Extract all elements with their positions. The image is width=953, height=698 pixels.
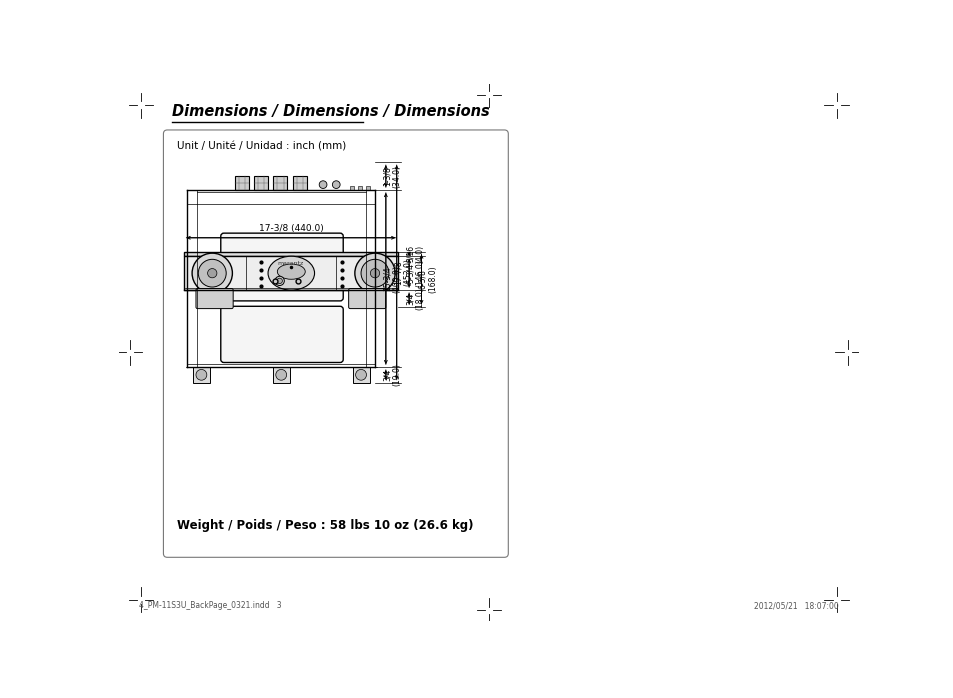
FancyBboxPatch shape [163, 130, 508, 557]
Bar [293, 176, 307, 190]
Text: 15-3/4
(400.0): 15-3/4 (400.0) [382, 265, 401, 292]
Circle shape [192, 253, 233, 293]
Bar [234, 176, 249, 190]
FancyBboxPatch shape [195, 288, 233, 309]
Text: Dimensions / Dimensions / Dimensions: Dimensions / Dimensions / Dimensions [172, 104, 489, 119]
Bar [273, 367, 290, 383]
Ellipse shape [277, 264, 305, 279]
Bar [183, 256, 397, 290]
FancyBboxPatch shape [220, 233, 343, 301]
Bar [365, 186, 369, 190]
Circle shape [319, 181, 327, 188]
Circle shape [274, 276, 284, 285]
Circle shape [355, 253, 395, 293]
FancyBboxPatch shape [220, 306, 343, 362]
Circle shape [198, 260, 226, 287]
Circle shape [332, 181, 340, 188]
FancyBboxPatch shape [348, 288, 385, 309]
Circle shape [370, 269, 379, 278]
Text: 1-3/8
(34.0): 1-3/8 (34.0) [382, 165, 401, 188]
Text: Weight / Poids / Peso : 58 lbs 10 oz (26.6 kg): Weight / Poids / Peso : 58 lbs 10 oz (26… [176, 519, 473, 532]
Bar [193, 367, 210, 383]
Circle shape [355, 369, 366, 380]
Bar [183, 251, 397, 256]
Text: 3/4
(19.0): 3/4 (19.0) [382, 364, 401, 386]
Bar [353, 367, 369, 383]
Circle shape [276, 279, 282, 283]
Circle shape [195, 369, 207, 380]
Bar [357, 186, 361, 190]
Ellipse shape [268, 256, 314, 290]
Circle shape [360, 260, 389, 287]
Text: Unit / Unité / Unidad : inch (mm): Unit / Unité / Unidad : inch (mm) [176, 142, 346, 151]
Text: 4_PM-11S3U_BackPage_0321.indd   3: 4_PM-11S3U_BackPage_0321.indd 3 [138, 602, 281, 611]
Bar [274, 176, 287, 190]
Text: 5-3/4
(146.0): 5-3/4 (146.0) [406, 259, 424, 287]
Bar [253, 176, 268, 190]
Text: 17-3/8 (440.0): 17-3/8 (440.0) [258, 224, 323, 233]
Bar [350, 186, 354, 190]
Text: 3/4
(18.0): 3/4 (18.0) [406, 287, 424, 310]
Text: marantz: marantz [277, 261, 304, 266]
Circle shape [208, 269, 216, 278]
Text: 2012/05/21   18:07:00: 2012/05/21 18:07:00 [754, 602, 839, 611]
Text: 17-7/8
(453.0): 17-7/8 (453.0) [394, 258, 412, 286]
Circle shape [275, 369, 286, 380]
Text: 6-5/8
(168.0): 6-5/8 (168.0) [418, 265, 436, 293]
Text: 3/16
(4.0): 3/16 (4.0) [406, 245, 424, 263]
